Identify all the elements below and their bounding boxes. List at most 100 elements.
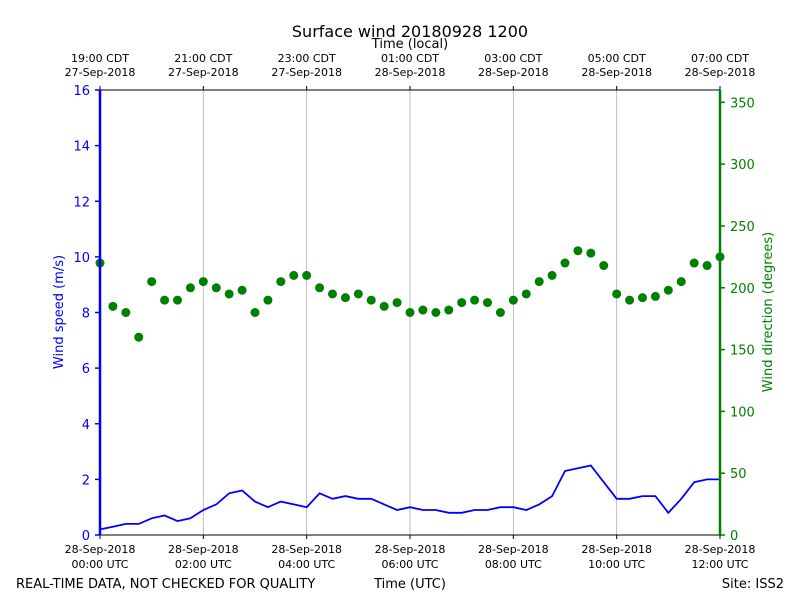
wind-direction-point bbox=[534, 277, 544, 287]
left-y-axis-ticks: 0 2 4 6 8 10 12 14 16 bbox=[73, 84, 100, 544]
left-y-axis-label: Wind speed (m/s) bbox=[52, 255, 67, 369]
left-y-tick-label: 0 bbox=[82, 529, 90, 544]
wind-direction-point bbox=[586, 248, 596, 258]
right-y-axis-ticks: 0 50 100 150 200 250 300 350 bbox=[720, 96, 755, 544]
top-x-tick-label-time: 01:00 CDT bbox=[381, 52, 439, 65]
x-tick-label-time: 02:00 UTC bbox=[175, 558, 232, 571]
bottom-x-axis-ticks: 28-Sep-2018 00:00 UTC 28-Sep-2018 02:00 UTC… bbox=[65, 535, 756, 571]
wind-speed-line bbox=[99, 464, 720, 531]
right-y-tick-label: 200 bbox=[730, 282, 755, 297]
wind-direction-point bbox=[147, 277, 157, 287]
wind-direction-point bbox=[612, 289, 622, 299]
wind-direction-point bbox=[392, 298, 402, 308]
wind-direction-point bbox=[366, 295, 376, 305]
right-y-tick-label: 0 bbox=[730, 529, 738, 544]
x-tick-label-time: 04:00 UTC bbox=[278, 558, 335, 571]
x-tick-label-time: 12:00 UTC bbox=[691, 558, 748, 571]
top-x-tick-label-time: 07:00 CDT bbox=[691, 52, 749, 65]
right-y-tick-label: 300 bbox=[730, 158, 755, 173]
wind-direction-point bbox=[134, 332, 144, 342]
wind-direction-point bbox=[340, 293, 350, 303]
left-y-tick-label: 16 bbox=[73, 84, 90, 99]
wind-direction-point bbox=[198, 277, 208, 287]
right-y-tick-label: 50 bbox=[730, 467, 747, 482]
wind-direction-point bbox=[625, 295, 635, 305]
wind-direction-point bbox=[547, 270, 557, 280]
left-y-tick-label: 8 bbox=[82, 307, 90, 322]
wind-direction-point bbox=[470, 295, 480, 305]
top-x-axis-label: Time (local) bbox=[371, 37, 448, 52]
wind-direction-point bbox=[276, 277, 286, 287]
right-y-axis-label: Wind direction (degrees) bbox=[761, 232, 776, 392]
x-tick-label-date: 28-Sep-2018 bbox=[685, 543, 756, 556]
wind-direction-point bbox=[521, 289, 531, 299]
wind-direction-point bbox=[599, 261, 609, 271]
top-x-tick-label-date: 27-Sep-2018 bbox=[65, 66, 136, 79]
wind-direction-point bbox=[237, 285, 247, 295]
wind-direction-point bbox=[353, 289, 363, 299]
right-y-tick-label: 250 bbox=[730, 220, 755, 235]
wind-direction-point bbox=[483, 298, 492, 308]
x-tick-label-date: 28-Sep-2018 bbox=[271, 543, 342, 556]
x-tick-label-date: 28-Sep-2018 bbox=[375, 543, 446, 556]
chart-title: Surface wind 20180928 1200 bbox=[292, 22, 528, 41]
wind-direction-point bbox=[676, 277, 686, 287]
x-tick-label-time: 10:00 UTC bbox=[588, 558, 645, 571]
wind-direction-point bbox=[444, 305, 454, 315]
wind-direction-point bbox=[224, 289, 234, 299]
wind-direction-point bbox=[457, 298, 467, 308]
wind-direction-point bbox=[328, 289, 337, 299]
wind-direction-point bbox=[560, 258, 570, 268]
wind-direction-point bbox=[495, 308, 505, 317]
wind-direction-point bbox=[638, 293, 647, 303]
top-x-tick-label-time: 23:00 CDT bbox=[278, 52, 336, 65]
top-x-tick-label-time: 21:00 CDT bbox=[174, 52, 232, 65]
top-x-tick-label-date: 28-Sep-2018 bbox=[478, 66, 549, 79]
wind-direction-point bbox=[302, 270, 312, 280]
wind-speed-series bbox=[99, 464, 720, 531]
wind-direction-point bbox=[379, 301, 389, 311]
right-y-tick-label: 350 bbox=[730, 96, 755, 111]
wind-direction-series bbox=[95, 246, 725, 342]
top-x-tick-label-date: 28-Sep-2018 bbox=[375, 66, 446, 79]
wind-direction-point bbox=[263, 295, 273, 305]
bottom-x-axis-label: Time (UTC) bbox=[373, 577, 446, 592]
wind-direction-point bbox=[431, 308, 441, 317]
wind-direction-point bbox=[250, 308, 260, 317]
top-x-tick-label-time: 03:00 CDT bbox=[484, 52, 542, 65]
wind-direction-point bbox=[185, 283, 195, 293]
wind-direction-point bbox=[108, 301, 118, 311]
left-y-tick-label: 6 bbox=[82, 362, 90, 377]
x-tick-label-date: 28-Sep-2018 bbox=[581, 543, 652, 556]
wind-direction-point bbox=[160, 295, 170, 305]
wind-direction-point bbox=[418, 305, 428, 315]
wind-direction-point bbox=[650, 291, 660, 301]
wind-direction-point bbox=[289, 270, 299, 280]
right-y-tick-label: 100 bbox=[730, 405, 755, 420]
x-tick-label-date: 28-Sep-2018 bbox=[65, 543, 136, 556]
site-label: Site: ISS2 bbox=[722, 577, 784, 592]
x-tick-label-date: 28-Sep-2018 bbox=[168, 543, 239, 556]
wind-direction-point bbox=[405, 308, 415, 317]
x-tick-label-time: 00:00 UTC bbox=[71, 558, 128, 571]
top-x-tick-label-date: 28-Sep-2018 bbox=[581, 66, 652, 79]
x-tick-label-time: 08:00 UTC bbox=[485, 558, 542, 571]
top-x-tick-label-time: 05:00 CDT bbox=[588, 52, 646, 65]
right-y-tick-label: 150 bbox=[730, 344, 755, 359]
wind-direction-point bbox=[702, 261, 712, 271]
top-x-tick-label-date: 27-Sep-2018 bbox=[168, 66, 239, 79]
wind-direction-point bbox=[211, 283, 221, 293]
wind-direction-point bbox=[663, 285, 673, 295]
top-x-tick-label-date: 27-Sep-2018 bbox=[271, 66, 342, 79]
left-y-tick-label: 4 bbox=[82, 418, 90, 433]
quality-disclaimer: REAL-TIME DATA, NOT CHECKED FOR QUALITY bbox=[16, 577, 315, 592]
top-x-tick-label-time: 19:00 CDT bbox=[71, 52, 129, 65]
left-y-tick-label: 14 bbox=[73, 140, 90, 155]
left-y-tick-label: 12 bbox=[73, 195, 90, 210]
wind-direction-point bbox=[121, 308, 131, 317]
left-y-tick-label: 10 bbox=[73, 251, 90, 266]
wind-direction-point bbox=[573, 246, 583, 256]
wind-direction-point bbox=[173, 295, 182, 305]
